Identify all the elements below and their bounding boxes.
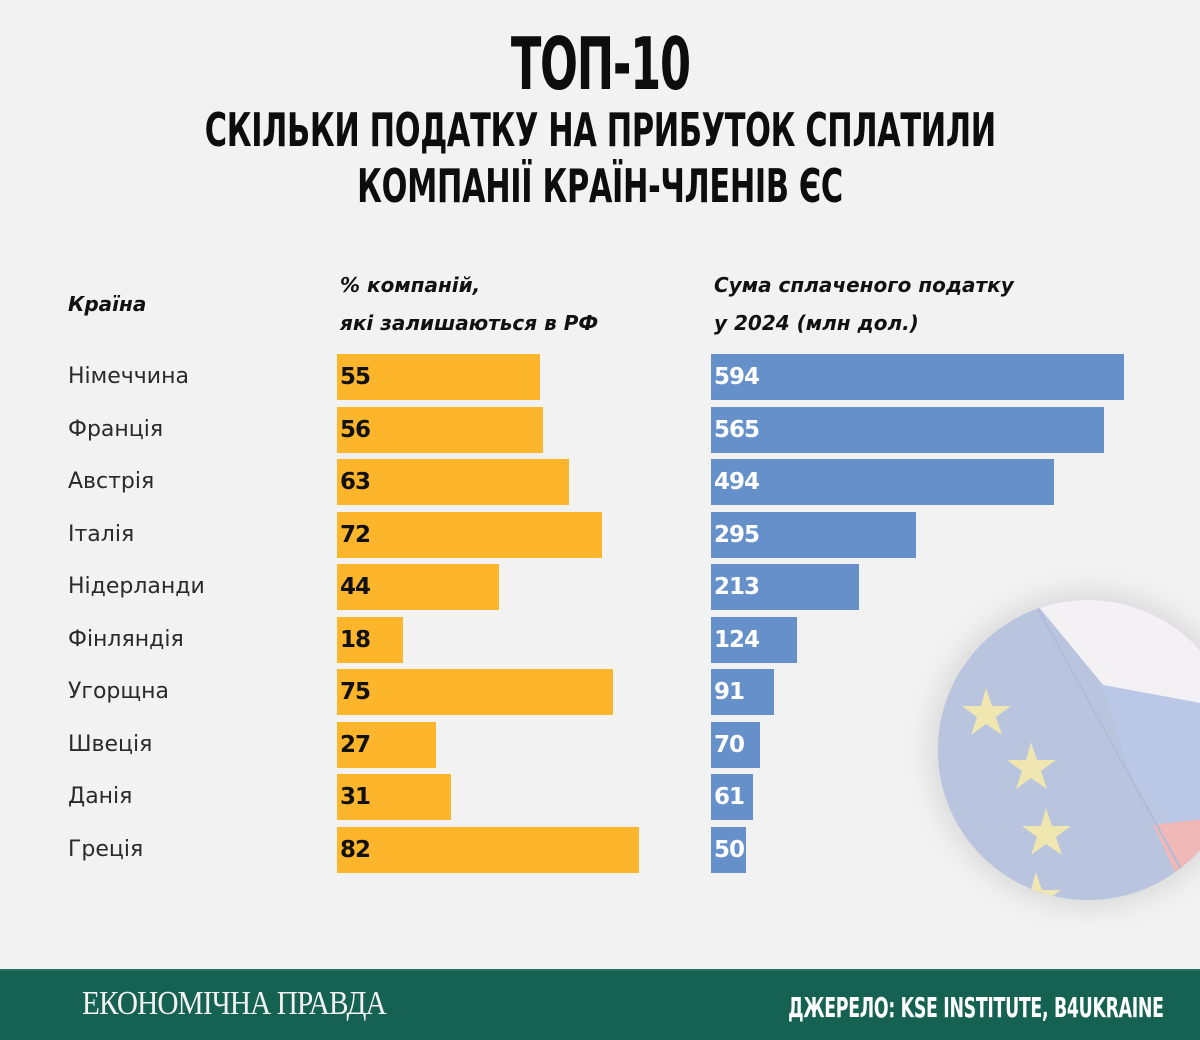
tax-sum-bar-label: 91 xyxy=(714,679,745,705)
percent-bar xyxy=(337,459,569,505)
percent-bar-label: 55 xyxy=(340,364,371,390)
russia-flag-blue-stripe xyxy=(1103,685,1200,840)
eu-star xyxy=(1007,742,1056,789)
russia-flag-white-stripe xyxy=(1033,600,1200,703)
header-pct-line-2: які залишаються в РФ xyxy=(340,311,599,335)
tax-sum-bar-label: 61 xyxy=(714,784,745,810)
percent-bar-label: 56 xyxy=(340,417,371,443)
title-line-1: СКІЛЬКИ ПОДАТКУ НА ПРИБУТОК СПЛАТИЛИ xyxy=(204,103,996,157)
tax-sum-bar-label: 213 xyxy=(714,574,760,600)
percent-bar-label: 27 xyxy=(340,732,371,758)
country-label: Нідерланди xyxy=(68,574,205,599)
country-label: Німеччина xyxy=(68,364,189,389)
title-top-container: ТОП-10 xyxy=(0,26,1200,102)
flags-illustration xyxy=(938,600,1200,900)
percent-bar xyxy=(337,617,403,663)
percent-bar xyxy=(337,564,499,610)
tax-sum-bar xyxy=(711,459,1054,505)
country-label: Греція xyxy=(68,837,144,862)
header-sum-line-2: у 2024 (млн дол.) xyxy=(714,311,919,335)
percent-bar xyxy=(337,722,436,768)
header-percent-companies: % компаній, які залишаються в РФ xyxy=(340,266,598,342)
eu-star xyxy=(962,688,1011,735)
tax-sum-bar xyxy=(711,827,746,873)
footer-bar: ЕКОНОМІЧНА ПРАВДА ДЖЕРЕЛО: KSE INSTITUTE… xyxy=(0,969,1200,1040)
country-label: Швеція xyxy=(68,732,153,757)
tax-sum-bar-label: 124 xyxy=(714,627,760,653)
percent-bar xyxy=(337,669,613,715)
tax-sum-bar-label: 594 xyxy=(714,364,760,390)
country-label: Данія xyxy=(68,784,133,809)
tax-sum-bar xyxy=(711,512,916,558)
tax-sum-bar-label: 70 xyxy=(714,732,745,758)
percent-bar-label: 18 xyxy=(340,627,371,653)
source-credit: ДЖЕРЕЛО: KSE INSTITUTE, B4UKRAINE xyxy=(788,991,1164,1024)
eu-star xyxy=(1022,808,1071,855)
title-line-1-container: СКІЛЬКИ ПОДАТКУ НА ПРИБУТОК СПЛАТИЛИ xyxy=(0,102,1200,158)
tax-sum-bar xyxy=(711,722,760,768)
tax-sum-bar-label: 565 xyxy=(714,417,760,443)
country-label: Австрія xyxy=(68,469,155,494)
tax-sum-bar-label: 295 xyxy=(714,522,760,548)
percent-bar-label: 44 xyxy=(340,574,371,600)
percent-bar-label: 63 xyxy=(340,469,371,495)
percent-bar-label: 82 xyxy=(340,837,371,863)
tax-sum-bar-label: 50 xyxy=(714,837,745,863)
title-top: ТОП-10 xyxy=(510,22,691,106)
country-label: Фінляндія xyxy=(68,627,184,652)
title-line-2: КОМПАНІЇ КРАЇН-ЧЛЕНІВ ЄС xyxy=(357,159,843,213)
tax-sum-bar xyxy=(711,564,859,610)
percent-bar-label: 72 xyxy=(340,522,371,548)
header-country: Країна xyxy=(68,292,147,316)
tax-sum-bar xyxy=(711,354,1124,400)
header-pct-line-1: % компаній, xyxy=(340,273,481,297)
percent-bar-label: 31 xyxy=(340,784,371,810)
header-tax-sum: Сума сплаченого податку у 2024 (млн дол.… xyxy=(714,266,1014,342)
country-label: Італія xyxy=(68,522,135,547)
tax-sum-bar-label: 494 xyxy=(714,469,760,495)
country-label: Франція xyxy=(68,417,164,442)
tax-sum-bar xyxy=(711,617,797,663)
percent-bar xyxy=(337,512,602,558)
tax-sum-bar xyxy=(711,669,774,715)
percent-bar xyxy=(337,827,639,873)
tax-sum-bar xyxy=(711,774,753,820)
publisher-logo[interactable]: ЕКОНОМІЧНА ПРАВДА xyxy=(82,985,387,1022)
eu-russia-flags-image xyxy=(938,600,1200,900)
country-label: Угорщна xyxy=(68,679,169,704)
title-line-2-container: КОМПАНІЇ КРАЇН-ЧЛЕНІВ ЄС xyxy=(0,158,1200,214)
tax-sum-bar xyxy=(711,407,1104,453)
eu-flag-field xyxy=(938,600,1188,900)
percent-bar xyxy=(337,354,540,400)
header-sum-line-1: Сума сплаченого податку xyxy=(714,273,1014,297)
percent-bar xyxy=(337,774,451,820)
percent-bar xyxy=(337,407,543,453)
percent-bar-label: 75 xyxy=(340,679,371,705)
